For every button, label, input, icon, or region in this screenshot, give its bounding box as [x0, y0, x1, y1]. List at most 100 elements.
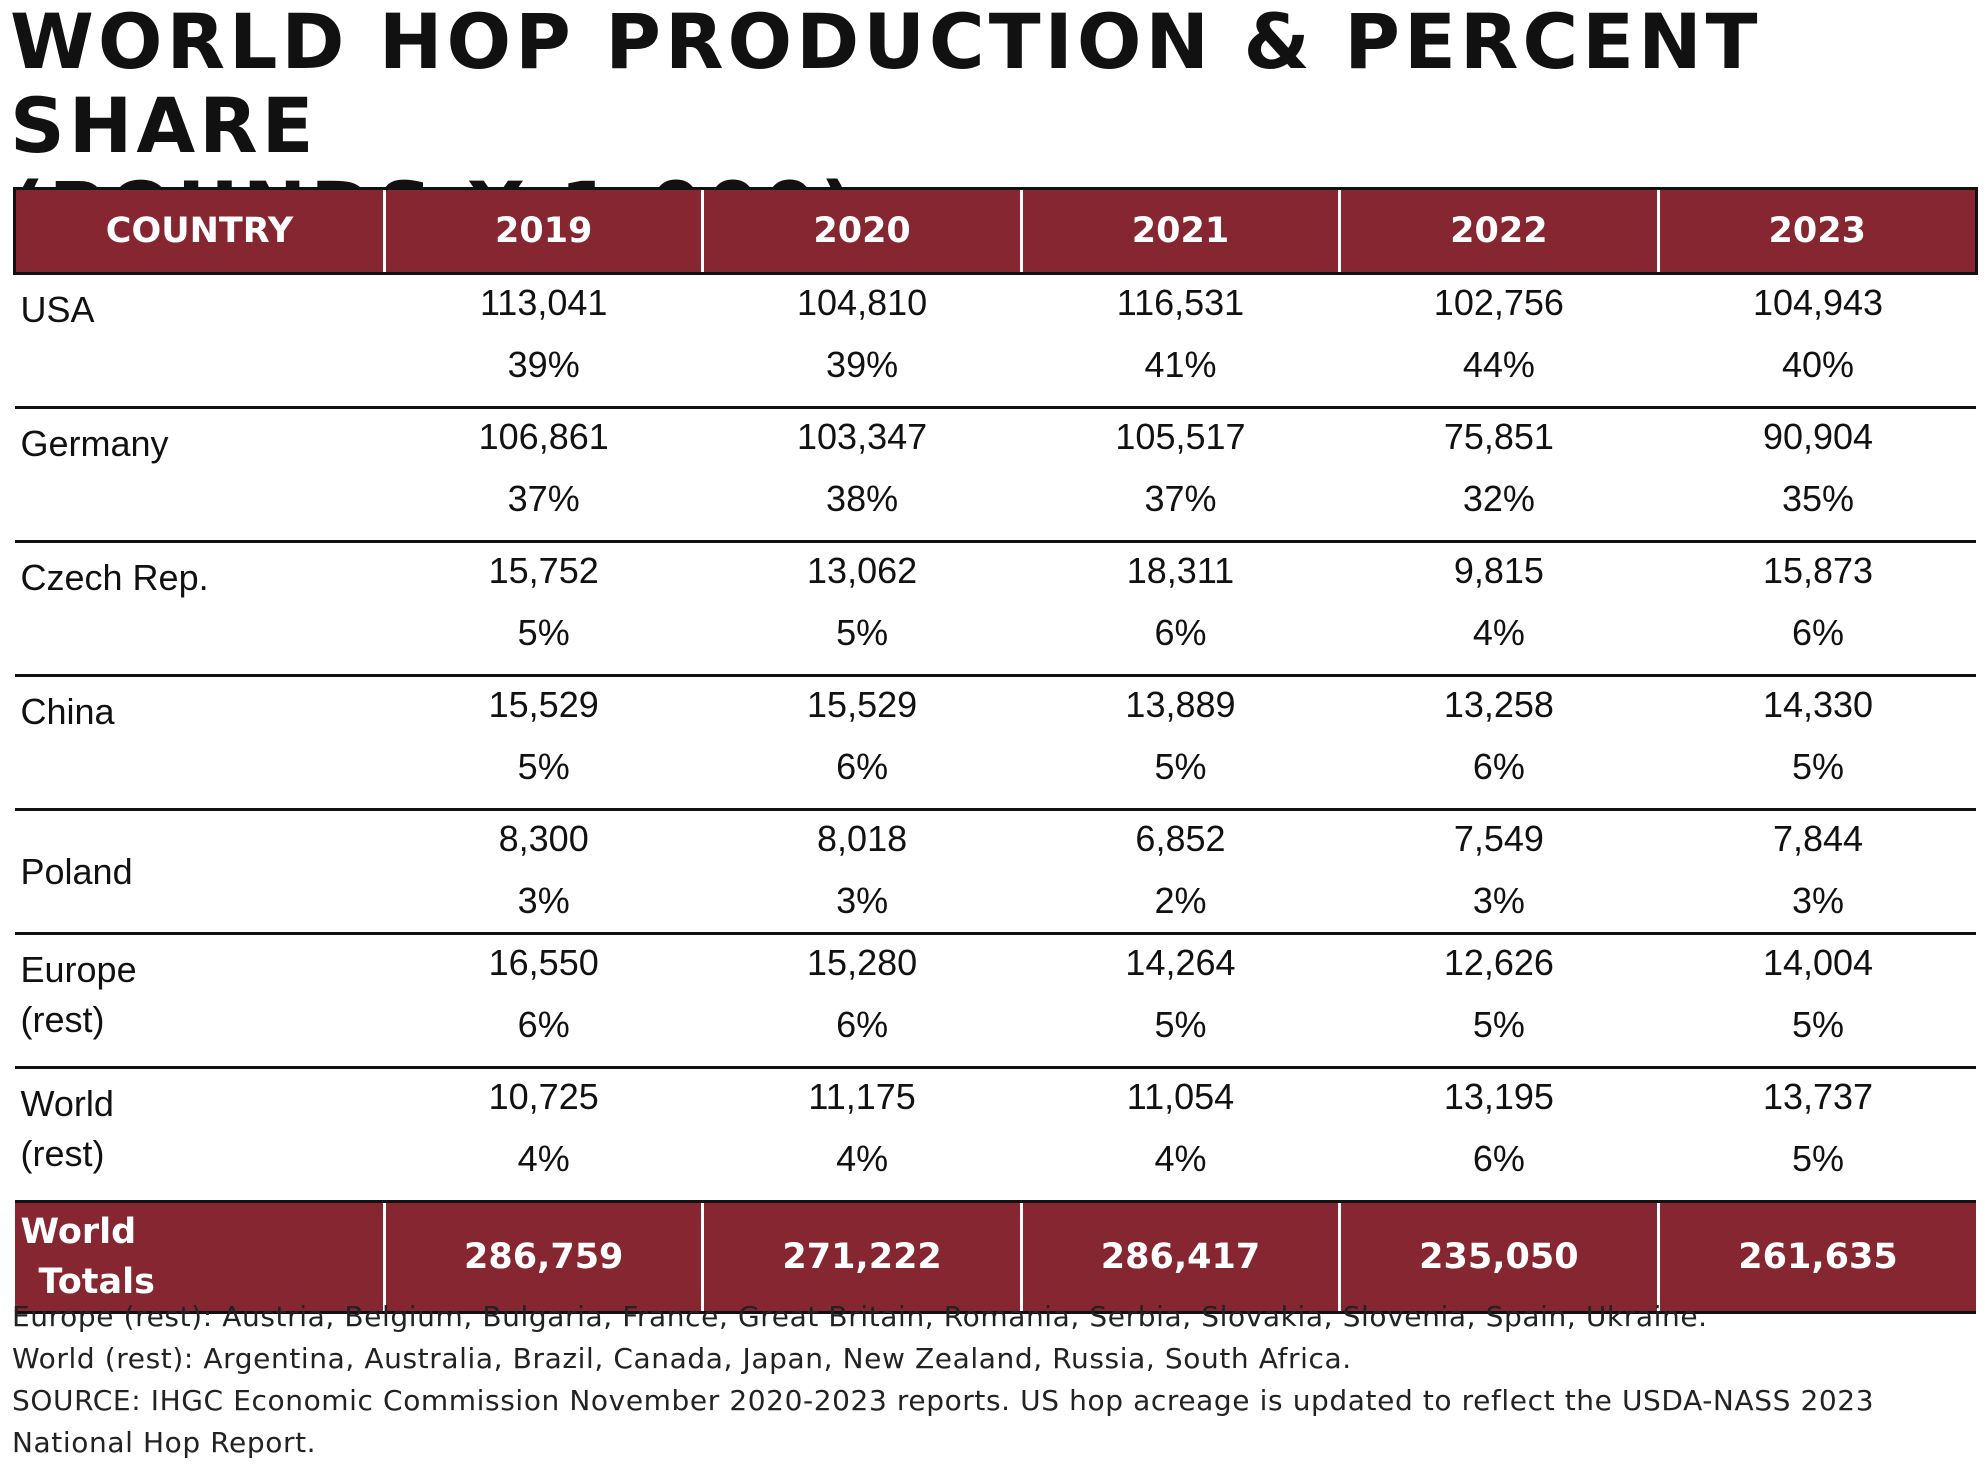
totals-row: World Totals 286,759 271,222 286,417 235…	[14, 1201, 1977, 1314]
percent-share: 3%	[1472, 880, 1525, 921]
production-amount: 13,258	[1443, 684, 1554, 725]
production-amount: 12,626	[1443, 942, 1554, 983]
production-amount: 15,529	[488, 684, 599, 725]
percent-share: 3%	[1791, 880, 1845, 921]
production-amount: 15,752	[488, 550, 599, 591]
footnote-europe-rest: Europe (rest): Austria, Belgium, Bulgari…	[12, 1300, 1708, 1333]
percent-share: 5%	[1154, 1004, 1207, 1045]
production-amount: 102,756	[1433, 282, 1564, 323]
column-header-country: COUNTRY	[13, 187, 385, 275]
value-cell-2021: 116,531 41%	[1019, 273, 1340, 409]
percent-share: 6%	[517, 1004, 570, 1045]
value-cell-2022: 7,549 3%	[1338, 809, 1659, 935]
value-cell-2019: 15,529 5%	[382, 675, 703, 811]
percent-share: 37%	[507, 478, 580, 519]
production-amount: 8,018	[817, 818, 908, 859]
value-cell-2021: 105,517 37%	[1019, 407, 1340, 543]
value-cell-2019: 113,041 39%	[382, 273, 703, 409]
country-name: Europe (rest)	[14, 933, 385, 1069]
value-cell-2019: 16,550 6%	[382, 933, 703, 1069]
percent-share: 5%	[1472, 1004, 1525, 1045]
production-amount: 15,280	[807, 942, 918, 983]
production-amount: 75,851	[1443, 416, 1554, 457]
percent-share: 4%	[1472, 612, 1525, 653]
production-amount: 15,529	[807, 684, 918, 725]
percent-share: 6%	[1472, 1138, 1525, 1179]
value-cell-2020: 15,529 6%	[701, 675, 1022, 811]
column-header-2019: 2019	[382, 187, 703, 275]
production-amount: 104,810	[797, 282, 928, 323]
value-cell-2020: 11,175 4%	[701, 1067, 1022, 1203]
percent-share: 6%	[836, 746, 889, 787]
percent-share: 4%	[836, 1138, 889, 1179]
country-name: World (rest)	[14, 1067, 385, 1203]
table-row: Czech Rep. 15,752 5% 13,062 5% 18,311 6% 9,815 4…	[14, 541, 1977, 677]
percent-share: 5%	[1791, 746, 1845, 787]
production-amount: 14,004	[1762, 942, 1874, 983]
production-amount: 103,347	[797, 416, 928, 457]
footnote-world-rest: World (rest): Argentina, Australia, Braz…	[12, 1342, 1352, 1375]
production-amount: 11,054	[1126, 1076, 1235, 1117]
country-name: Poland	[14, 809, 385, 935]
production-amount: 13,062	[807, 550, 918, 591]
percent-share: 5%	[517, 612, 570, 653]
total-2022: 235,050	[1338, 1201, 1659, 1314]
value-cell-2022: 9,815 4%	[1338, 541, 1659, 677]
production-amount: 13,195	[1443, 1076, 1554, 1117]
value-cell-2019: 15,752 5%	[382, 541, 703, 677]
value-cell-2020: 8,018 3%	[701, 809, 1022, 935]
value-cell-2023: 7,844 3%	[1656, 809, 1977, 935]
production-amount: 15,873	[1762, 550, 1874, 591]
value-cell-2021: 13,889 5%	[1019, 675, 1340, 811]
country-name: Czech Rep.	[14, 541, 385, 677]
table-row: USA 113,041 39% 104,810 39% 116,531 41% 102,756…	[14, 273, 1977, 409]
percent-share: 2%	[1154, 880, 1207, 921]
percent-share: 4%	[1154, 1138, 1207, 1179]
country-name: Germany	[14, 407, 385, 543]
footnotes: Europe (rest): Austria, Belgium, Bulgari…	[12, 1296, 1978, 1464]
value-cell-2022: 102,756 44%	[1338, 273, 1659, 409]
value-cell-2021: 14,264 5%	[1019, 933, 1340, 1069]
production-amount: 106,861	[478, 416, 609, 457]
totals-label: World Totals	[14, 1201, 385, 1314]
column-header-2020: 2020	[701, 187, 1022, 275]
value-cell-2023: 90,904 35%	[1656, 407, 1977, 543]
percent-share: 6%	[1472, 746, 1525, 787]
percent-share: 39%	[826, 344, 899, 385]
title-line-1: WORLD HOP PRODUCTION & PERCENT SHARE	[10, 0, 1762, 170]
value-cell-2023: 14,004 5%	[1656, 933, 1977, 1069]
production-amount: 16,550	[488, 942, 599, 983]
value-cell-2020: 15,280 6%	[701, 933, 1022, 1069]
percent-share: 39%	[507, 344, 580, 385]
column-header-2021: 2021	[1019, 187, 1340, 275]
percent-share: 5%	[1791, 1138, 1845, 1179]
totals-label-line-1: World	[20, 1212, 137, 1252]
production-amount: 14,330	[1762, 684, 1874, 725]
percent-share: 38%	[826, 478, 899, 519]
production-amount: 9,815	[1453, 550, 1544, 591]
table-header-row: COUNTRY 2019 2020 2021 2022 2023	[13, 187, 1978, 275]
production-amount: 7,844	[1772, 818, 1864, 859]
country-name: China	[14, 675, 385, 811]
production-amount: 90,904	[1762, 416, 1874, 457]
percent-share: 6%	[836, 1004, 889, 1045]
country-name: USA	[14, 273, 385, 409]
percent-share: 4%	[517, 1138, 570, 1179]
total-2021: 286,417	[1019, 1201, 1340, 1314]
totals-label-line-2: Totals	[38, 1262, 155, 1302]
value-cell-2020: 13,062 5%	[701, 541, 1022, 677]
production-amount: 7,549	[1453, 818, 1544, 859]
percent-share: 5%	[1154, 746, 1207, 787]
production-amount: 13,889	[1125, 684, 1236, 725]
percent-share: 6%	[1791, 612, 1845, 653]
production-amount: 104,943	[1752, 282, 1884, 323]
value-cell-2022: 12,626 5%	[1338, 933, 1659, 1069]
table-row: Germany 106,861 37% 103,347 38% 105,517 37% 75,…	[14, 407, 1977, 543]
percent-share: 5%	[517, 746, 570, 787]
column-header-2022: 2022	[1338, 187, 1659, 275]
column-header-2023: 2023	[1656, 187, 1978, 275]
hop-production-table: COUNTRY 2019 2020 2021 2022 2023 USA 113,…	[13, 187, 1978, 1314]
value-cell-2021: 18,311 6%	[1019, 541, 1340, 677]
value-cell-2023: 15,873 6%	[1656, 541, 1977, 677]
production-amount: 105,517	[1115, 416, 1246, 457]
